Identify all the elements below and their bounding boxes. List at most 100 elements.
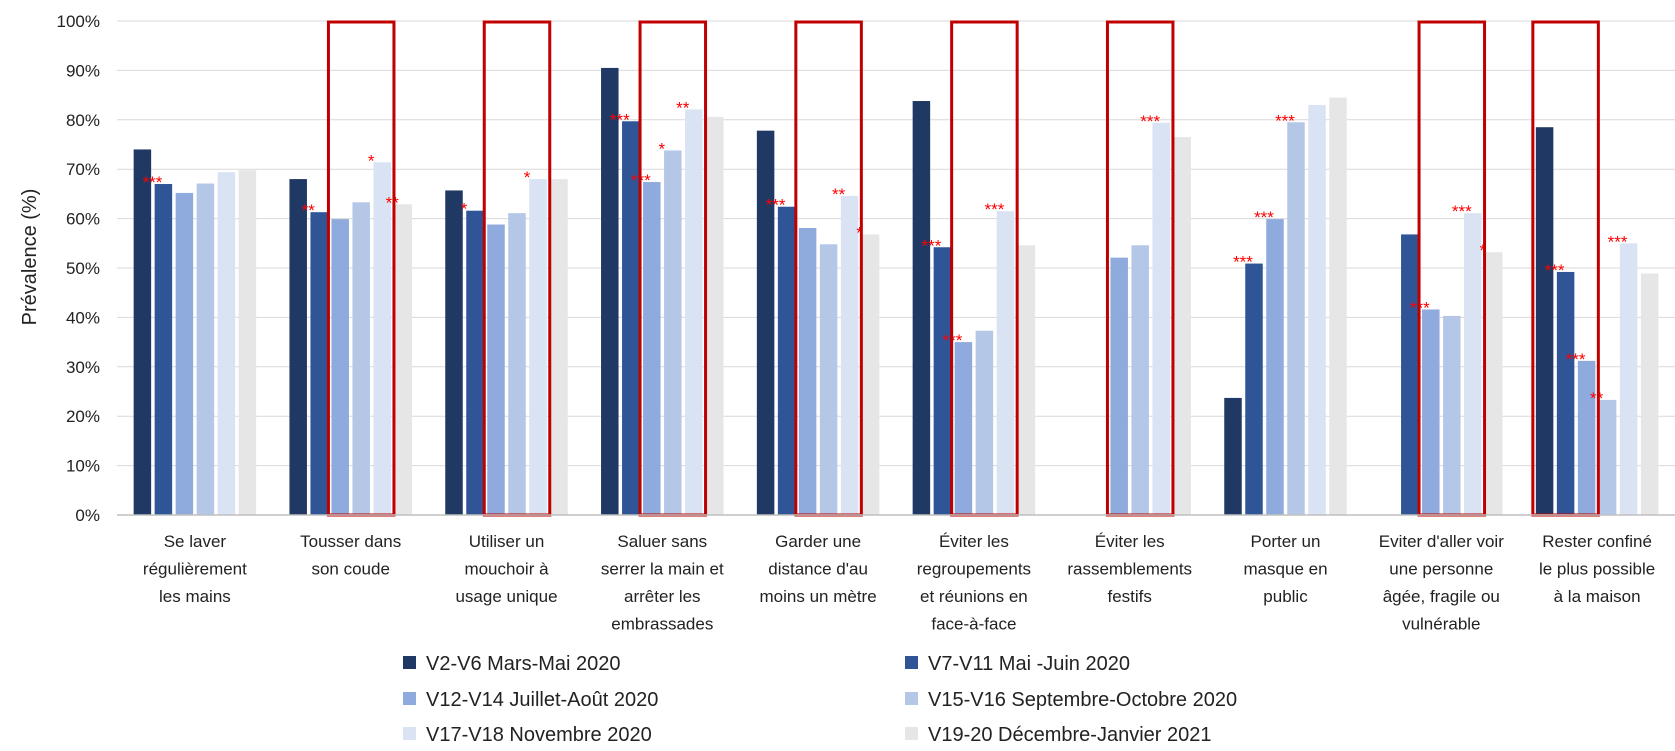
category-label: Éviter les: [939, 532, 1009, 551]
significance-mark: *: [461, 200, 468, 219]
significance-mark: ***: [1566, 350, 1586, 369]
category-label: masque en: [1243, 560, 1327, 579]
category-label: le plus possible: [1539, 560, 1655, 579]
category-label: Garder une: [775, 532, 861, 551]
bar: [1464, 213, 1482, 515]
significance-mark: **: [676, 98, 690, 117]
y-tick-label: 0%: [75, 506, 100, 525]
category-label: Porter un: [1251, 532, 1321, 551]
category-label: distance d'au: [768, 560, 868, 579]
category-label: et réunions en: [920, 587, 1028, 606]
category-label: serrer la main et: [601, 560, 724, 579]
bar: [954, 342, 973, 515]
significance-mark: **: [386, 193, 400, 212]
bar: [912, 101, 931, 515]
legend-label: V12-V14 Juillet-Août 2020: [426, 689, 658, 711]
category-label: public: [1263, 587, 1308, 606]
y-tick-label: 70%: [66, 160, 100, 179]
legend-label: V7-V11 Mai -Juin 2020: [928, 653, 1130, 675]
category-label: face-à-face: [931, 615, 1016, 634]
bar: [550, 179, 568, 515]
bar: [1640, 273, 1659, 515]
category-label: festifs: [1107, 587, 1151, 606]
category-label: Utiliser un: [469, 532, 545, 551]
significance-mark: ***: [921, 236, 941, 255]
bar: [529, 179, 547, 515]
bar: [1266, 219, 1284, 515]
bar: [133, 149, 152, 515]
y-axis-label: Prévalence (%): [19, 189, 41, 326]
legend-label: V15-V16 Septembre-Octobre 2020: [928, 689, 1237, 711]
bar: [601, 67, 619, 516]
legend-swatch: [905, 727, 918, 740]
bar: [1173, 137, 1191, 515]
legend-swatch: [905, 692, 918, 705]
bar: [310, 212, 328, 516]
significance-mark: ***: [142, 173, 162, 192]
significance-mark: *: [658, 139, 665, 158]
bar: [706, 116, 724, 515]
bar: [1619, 243, 1638, 516]
bar: [154, 184, 173, 515]
significance-marks: ***** ************* **********************…: [142, 98, 1627, 407]
bar: [373, 162, 391, 515]
y-tick-label: 50%: [66, 259, 100, 278]
bar: [1535, 127, 1554, 516]
bar: [1422, 309, 1440, 515]
y-tick-label: 20%: [66, 407, 100, 426]
bar: [238, 170, 257, 516]
category-label: vulnérable: [1402, 615, 1480, 634]
significance-mark: *: [368, 151, 375, 170]
significance-mark: **: [302, 201, 316, 220]
y-axis-ticks: 0% 10% 20% 30% 40% 50% 60% 70% 80% 90% 100%: [57, 12, 100, 525]
gridlines: [117, 20, 1675, 467]
legend: V2-V6 Mars-Mai 2020 V7-V11 Mai -Juin 2020…: [403, 653, 1237, 746]
bar: [1131, 245, 1149, 515]
bar: [352, 202, 370, 515]
category-label: une personne: [1389, 560, 1493, 579]
significance-mark: ***: [1545, 261, 1565, 280]
significance-mark: **: [832, 185, 846, 204]
bar: [217, 172, 236, 515]
legend-label: V17-V18 Novembre 2020: [426, 724, 652, 746]
bar: [643, 182, 661, 515]
bar: [1110, 257, 1128, 515]
category-label: rassemblements: [1067, 560, 1192, 579]
bar: [777, 206, 796, 515]
y-tick-label: 30%: [66, 358, 100, 377]
bar: [331, 219, 349, 515]
bar: [1017, 245, 1036, 515]
bar: [289, 179, 307, 515]
significance-mark: ***: [766, 196, 786, 215]
y-tick-label: 100%: [57, 12, 100, 31]
category-label: Se laver: [164, 532, 227, 551]
category-label: Rester confiné: [1542, 532, 1652, 551]
category-label: mouchoir à: [464, 560, 549, 579]
category-label: régulièrement: [143, 560, 247, 579]
legend-label: V2-V6 Mars-Mai 2020: [426, 653, 621, 675]
bar: [685, 109, 703, 516]
category-label: moins un mètre: [760, 587, 877, 606]
bars: [133, 67, 1659, 516]
bar: [819, 244, 838, 515]
category-label: âgée, fragile ou: [1383, 587, 1500, 606]
significance-mark: *: [856, 223, 863, 242]
significance-mark: **: [1590, 389, 1604, 408]
bar: [664, 150, 682, 516]
y-tick-label: 90%: [66, 61, 100, 80]
y-tick-label: 60%: [66, 210, 100, 229]
bar: [798, 227, 817, 515]
significance-mark: *: [1479, 241, 1486, 260]
category-labels: Se laver régulièrement les mains Tousser da…: [143, 532, 1655, 634]
category-label: Eviter d'aller voir: [1379, 532, 1504, 551]
bar: [1598, 399, 1617, 515]
bar: [1556, 271, 1575, 515]
bar: [1287, 122, 1305, 516]
bar: [622, 121, 640, 516]
category-label: Tousser dans: [300, 532, 401, 551]
legend-swatch: [403, 692, 416, 705]
legend-swatch: [905, 656, 918, 669]
bar: [756, 130, 775, 515]
bar: [975, 330, 994, 515]
